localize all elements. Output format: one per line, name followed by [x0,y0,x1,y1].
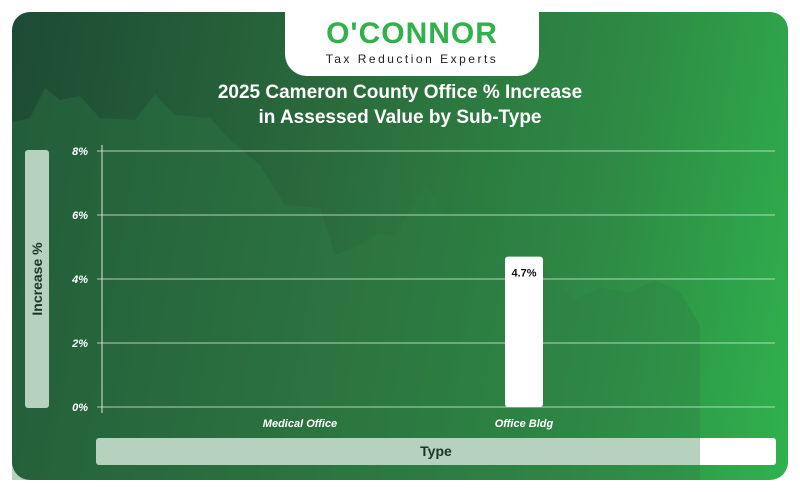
y-tick-label: 8% [72,146,88,158]
title-line-2: in Assessed Value by Sub-Type [258,107,542,128]
y-tick-label: 0% [72,402,88,414]
y-tick-label: 2% [71,338,88,350]
y-axis-label-box [25,150,49,408]
chart-title: 2025 Cameron County Office % Increase in… [0,80,800,130]
x-tick-label: Office Bldg [495,418,554,430]
x-axis-label: Type [96,438,776,465]
background-silhouette [12,88,700,480]
y-tick-label: 4% [71,274,88,286]
bar [505,256,543,407]
logo-brand: O'CONNOR [326,17,498,50]
logo: O'CONNOR Tax Reduction Experts [285,12,539,76]
x-tick-label: Medical Office [263,418,337,430]
y-tick-label: 6% [72,210,88,222]
logo-tagline: Tax Reduction Experts [325,52,499,66]
data-label: 4.7% [511,268,536,280]
chart-card: O'CONNOR Tax Reduction Experts [12,12,788,480]
title-line-1: 2025 Cameron County Office % Increase [217,82,583,103]
